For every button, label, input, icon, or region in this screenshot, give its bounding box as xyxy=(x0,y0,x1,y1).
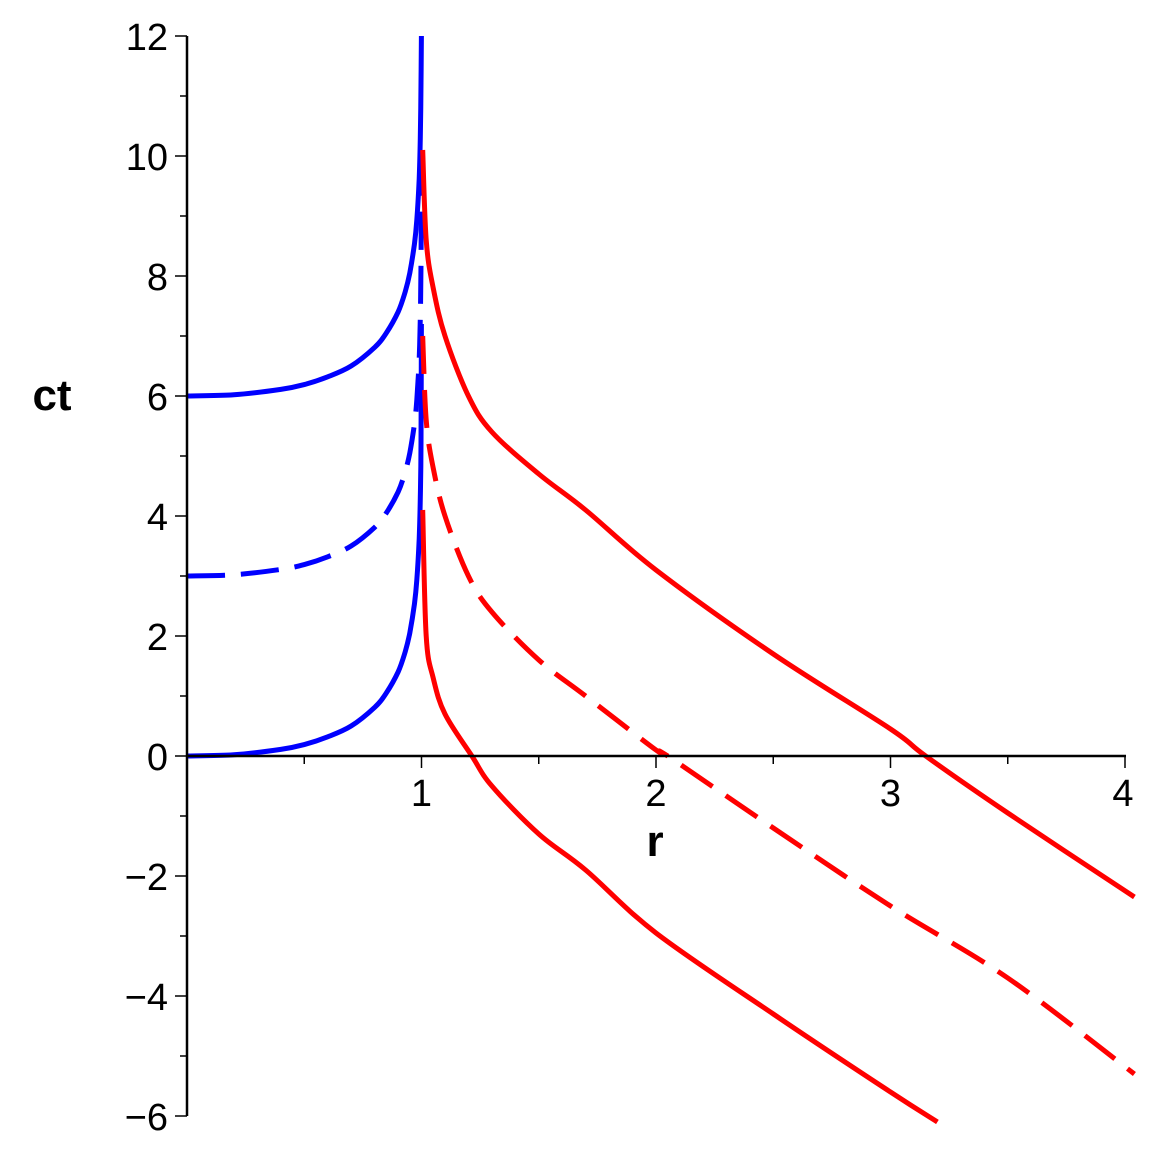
y-tick-label: 0 xyxy=(147,737,168,779)
y-tick-label: −6 xyxy=(125,1097,168,1139)
y-tick-label: 10 xyxy=(126,137,168,179)
series-red-dashed-middle xyxy=(420,335,1136,1076)
y-tick-label: 6 xyxy=(147,377,168,419)
y-tick-label: 12 xyxy=(126,17,168,59)
plot-lines xyxy=(186,35,1136,1125)
x-tick-label: 3 xyxy=(880,773,901,815)
y-tick-label: 4 xyxy=(147,497,168,539)
y-tick-label: 8 xyxy=(147,257,168,299)
series-red-solid-upper xyxy=(420,149,1136,900)
ticks xyxy=(175,35,1126,1117)
y-axis-title: ct xyxy=(32,371,71,420)
series-blue-solid-T6 xyxy=(186,35,424,399)
axes xyxy=(175,35,1126,1117)
y-tick-label: −2 xyxy=(125,857,168,899)
y-tick-label: 2 xyxy=(147,617,168,659)
x-tick-label: 2 xyxy=(645,773,666,815)
series-red-solid-lower xyxy=(420,509,939,1125)
series-blue-dashed-T3 xyxy=(186,179,424,579)
series-blue-solid-T0 xyxy=(186,323,424,759)
x-tick-label: 4 xyxy=(1112,773,1133,815)
y-tick-label: −4 xyxy=(125,977,168,1019)
x-tick-label: 1 xyxy=(411,773,432,815)
x-axis-title: r xyxy=(646,817,663,866)
